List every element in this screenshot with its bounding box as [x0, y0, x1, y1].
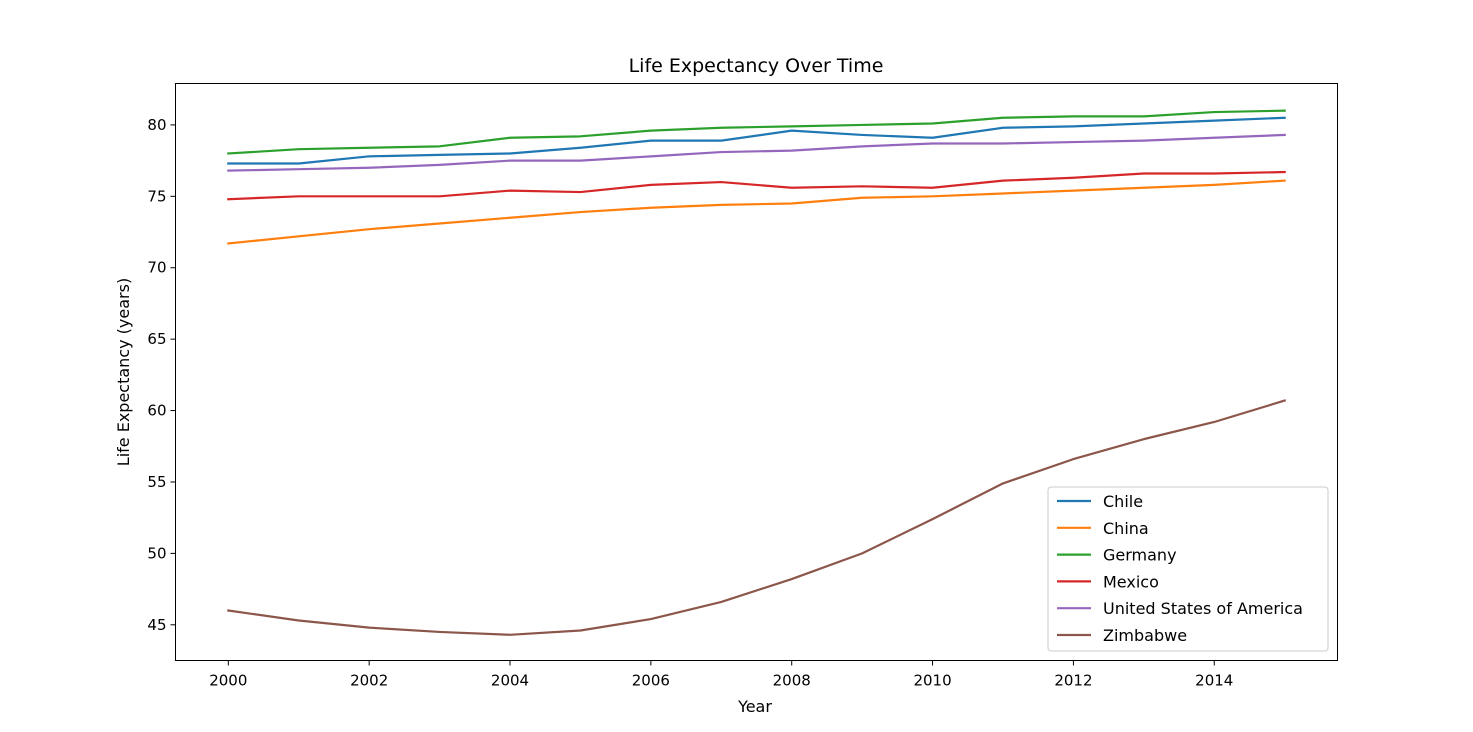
y-tick-label: 75: [147, 187, 166, 205]
legend-label-united-states-of-america: United States of America: [1103, 599, 1303, 618]
legend-label-china: China: [1103, 519, 1149, 538]
plot-lines: [227, 109, 1287, 636]
plot-frame: [175, 83, 1338, 661]
x-tick-label: 2002: [350, 672, 388, 690]
y-tick-label: 60: [147, 402, 166, 420]
x-tick-label: 2004: [491, 672, 529, 690]
x-tick-label: 2014: [1195, 672, 1233, 690]
y-axis: 45 50 55 60 65 70 75 80: [147, 116, 176, 634]
legend-label-zimbabwe: Zimbabwe: [1103, 626, 1187, 645]
legend-label-germany: Germany: [1103, 546, 1177, 565]
y-tick-label: 80: [147, 116, 166, 134]
series-line-chile: [227, 116, 1286, 165]
x-tick-label: 2012: [1054, 672, 1092, 690]
series-line-mexico: [227, 170, 1286, 201]
y-tick-label: 45: [147, 616, 166, 634]
series-line-united-states-of-america: [227, 133, 1286, 172]
y-tick-label: 70: [147, 259, 166, 277]
legend: Chile China Germany Mexico United States of …: [1047, 486, 1329, 652]
y-tick-label: 65: [147, 330, 166, 348]
series-line-china: [227, 179, 1286, 245]
legend-box: [1047, 486, 1329, 652]
chart-title: Life Expectancy Over Time: [629, 55, 884, 77]
legend-label-mexico: Mexico: [1103, 572, 1159, 591]
y-axis-label: Life Expectancy (years): [114, 278, 133, 466]
y-tick-label: 55: [147, 473, 166, 491]
series-line-zimbabwe: [227, 399, 1287, 636]
x-tick-label: 2000: [209, 672, 247, 690]
legend-label-chile: Chile: [1103, 492, 1143, 511]
x-tick-label: 2010: [913, 672, 951, 690]
y-tick-label: 50: [147, 544, 166, 562]
x-tick-label: 2008: [773, 672, 811, 690]
x-tick-label: 2006: [632, 672, 670, 690]
x-axis: 2000 2002 2004 2006 2008 2010 2012 2014: [209, 660, 1233, 690]
series-line-germany: [227, 109, 1286, 155]
x-axis-label: Year: [737, 697, 772, 716]
